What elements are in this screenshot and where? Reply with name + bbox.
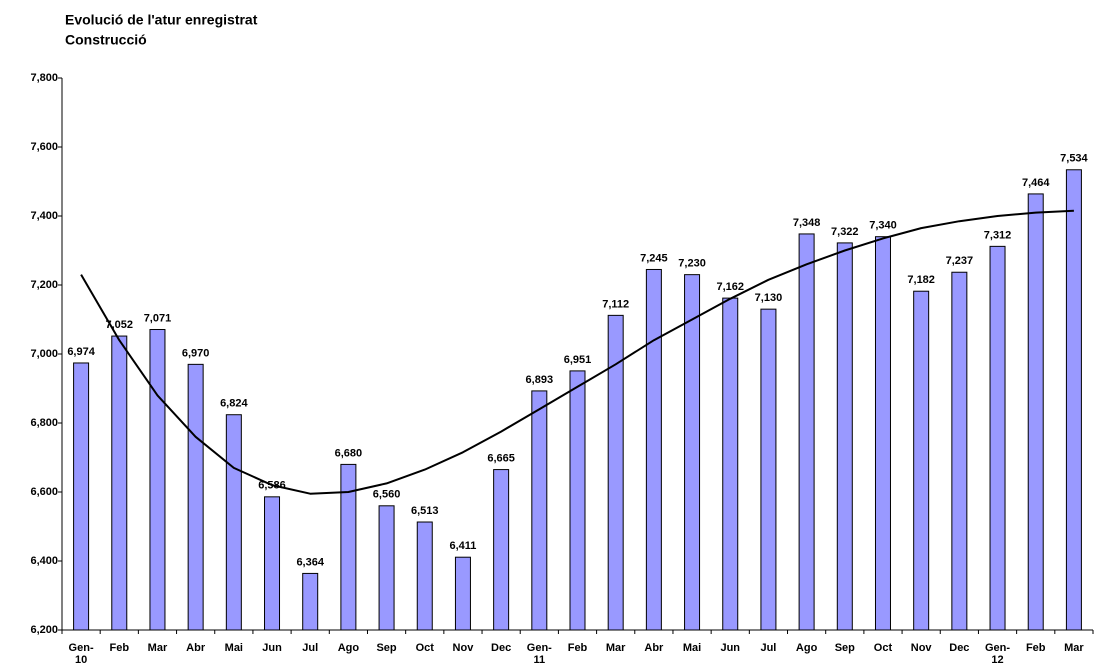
x-tick-label: Dec bbox=[949, 642, 969, 654]
y-tick-label: 7,000 bbox=[30, 348, 58, 360]
bar bbox=[187, 363, 204, 631]
bar bbox=[264, 496, 281, 631]
data-label: 6,951 bbox=[564, 354, 592, 366]
trend-line bbox=[80, 209, 1074, 495]
bar bbox=[111, 335, 128, 631]
x-tick-label: Sep bbox=[835, 642, 855, 654]
data-label: 7,130 bbox=[755, 292, 783, 304]
x-tick-label: Nov bbox=[911, 642, 933, 654]
data-label: 7,112 bbox=[602, 298, 629, 310]
data-label: 6,824 bbox=[220, 398, 248, 410]
y-tick-label: 6,400 bbox=[30, 555, 58, 567]
bar bbox=[1065, 169, 1082, 631]
y-tick-label: 7,200 bbox=[30, 279, 58, 291]
bar bbox=[760, 308, 777, 631]
bar bbox=[684, 274, 701, 631]
x-tick-label: Mar bbox=[148, 642, 168, 654]
bar bbox=[416, 521, 433, 631]
bar bbox=[302, 572, 319, 631]
x-tick-label: Mai bbox=[683, 642, 701, 654]
data-label: 6,364 bbox=[296, 556, 324, 568]
x-tick-label: Ago bbox=[796, 642, 818, 654]
bar bbox=[1027, 193, 1044, 631]
data-label: 6,411 bbox=[449, 540, 476, 552]
x-tick-label: Nov bbox=[453, 642, 475, 654]
y-tick-label: 7,800 bbox=[30, 72, 58, 84]
data-label: 7,182 bbox=[907, 274, 935, 286]
x-tick-label: Oct bbox=[416, 642, 435, 654]
x-tick-label: Abr bbox=[644, 642, 664, 654]
x-tick-label: Feb bbox=[1026, 642, 1046, 654]
x-tick-label: Mai bbox=[225, 642, 243, 654]
x-tick-label: Ago bbox=[338, 642, 360, 654]
data-label: 6,513 bbox=[411, 505, 439, 517]
bar bbox=[607, 314, 624, 631]
bar bbox=[73, 362, 90, 631]
data-label: 6,680 bbox=[335, 447, 363, 459]
x-tick-label: Abr bbox=[186, 642, 206, 654]
x-tick-label: Jul bbox=[760, 642, 776, 654]
chart-title: Evolució de l'atur enregistrat bbox=[65, 12, 258, 28]
bar bbox=[951, 271, 968, 631]
x-tick-label: Jun bbox=[262, 642, 282, 654]
x-tick-label: Sep bbox=[376, 642, 396, 654]
data-label: 6,893 bbox=[526, 374, 554, 386]
data-label: 7,312 bbox=[984, 229, 1012, 241]
data-label: 6,974 bbox=[67, 346, 95, 358]
data-label: 7,245 bbox=[640, 252, 668, 264]
data-label: 6,560 bbox=[373, 489, 401, 501]
data-label: 7,464 bbox=[1022, 177, 1050, 189]
data-label: 6,970 bbox=[182, 347, 210, 359]
x-tick-label: Gen-10 bbox=[69, 642, 94, 666]
x-tick-label: Jun bbox=[720, 642, 740, 654]
x-tick-label: Gen-11 bbox=[527, 642, 552, 666]
x-tick-label: Oct bbox=[874, 642, 893, 654]
data-label: 7,348 bbox=[793, 217, 821, 229]
bar bbox=[493, 469, 510, 631]
bar bbox=[378, 505, 395, 631]
bar bbox=[569, 370, 586, 631]
bar bbox=[225, 414, 242, 631]
x-tick-label: Feb bbox=[109, 642, 129, 654]
x-tick-label: Gen-12 bbox=[985, 642, 1010, 666]
y-tick-label: 6,800 bbox=[30, 417, 58, 429]
bar bbox=[913, 290, 930, 631]
bar bbox=[340, 463, 357, 631]
y-tick-label: 7,600 bbox=[30, 141, 58, 153]
bar bbox=[989, 245, 1006, 631]
data-label: 7,534 bbox=[1060, 153, 1088, 165]
bar bbox=[836, 242, 853, 631]
data-label: 7,162 bbox=[716, 281, 744, 293]
x-tick-label: Feb bbox=[568, 642, 588, 654]
data-label: 7,071 bbox=[144, 312, 172, 324]
data-label: 7,237 bbox=[946, 255, 974, 267]
y-tick-label: 7,400 bbox=[30, 210, 58, 222]
bar bbox=[722, 297, 739, 631]
bar bbox=[874, 236, 891, 631]
data-label: 7,230 bbox=[678, 258, 706, 270]
bar bbox=[454, 556, 471, 631]
data-label: 7,322 bbox=[831, 226, 859, 238]
bar bbox=[645, 268, 662, 631]
bar bbox=[149, 329, 166, 631]
y-tick-label: 6,600 bbox=[30, 486, 58, 498]
x-tick-label: Mar bbox=[606, 642, 626, 654]
data-label: 7,340 bbox=[869, 220, 897, 232]
y-tick-label: 6,200 bbox=[30, 624, 58, 636]
chart-subtitle: Construcció bbox=[65, 32, 147, 48]
data-label: 6,665 bbox=[487, 452, 515, 464]
bar bbox=[798, 233, 815, 631]
bar bbox=[531, 390, 548, 631]
x-tick-label: Mar bbox=[1064, 642, 1084, 654]
x-tick-label: Jul bbox=[302, 642, 318, 654]
x-tick-label: Dec bbox=[491, 642, 511, 654]
